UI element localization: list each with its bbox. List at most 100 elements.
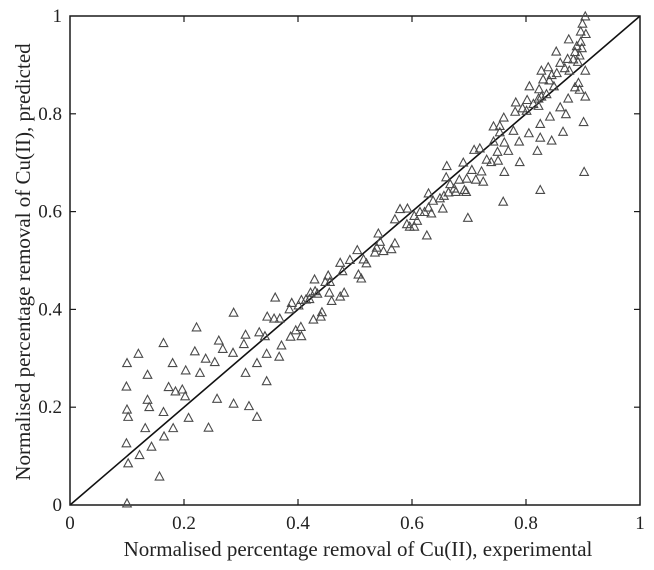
scatter-marker (251, 411, 263, 421)
scatter-marker (369, 246, 381, 257)
scatter-marker (470, 174, 482, 184)
scatter-marker (191, 321, 202, 332)
scatter-marker (461, 173, 472, 183)
scatter-marker (517, 102, 528, 113)
scatter-marker (494, 126, 506, 137)
scatter-marker (544, 74, 555, 85)
scatter-marker (312, 287, 323, 298)
scatter-marker (532, 145, 543, 155)
scatter-marker (163, 381, 174, 392)
scatter-marker (562, 92, 574, 103)
scatter-marker (551, 67, 563, 78)
scatter-marker (568, 53, 579, 64)
scatter-marker (337, 265, 348, 276)
scatter-marker (353, 268, 364, 279)
scatter-marker (535, 184, 546, 195)
scatter-marker (574, 84, 585, 94)
scatter-marker (509, 106, 521, 116)
scatter-marker (554, 57, 566, 67)
scatter-marker (373, 227, 384, 238)
scatter-marker (142, 369, 153, 379)
scatter-marker (533, 83, 545, 94)
x-tick-label: 0.8 (514, 513, 538, 534)
scatter-marker (200, 353, 211, 363)
scatter-marker (578, 166, 590, 176)
scatter-marker (394, 203, 406, 214)
y-tick-label: 1 (53, 6, 63, 27)
scatter-marker (121, 403, 133, 414)
scatter-marker (557, 126, 569, 136)
x-tick-label: 0.4 (286, 513, 310, 534)
scatter-marker (533, 100, 544, 110)
scatter-marker (459, 184, 470, 195)
scatter-marker (296, 330, 307, 341)
scatter-marker (434, 192, 446, 203)
scatter-marker (290, 324, 301, 335)
scatter-marker (560, 108, 572, 119)
scatter-marker (315, 310, 327, 321)
scatter-marker (334, 257, 346, 267)
scatter-marker (338, 287, 350, 297)
scatter-marker (144, 401, 155, 412)
scatter-marker (437, 202, 449, 213)
scatter-marker (544, 110, 556, 121)
scatter-marker (576, 42, 588, 53)
scatter-marker (563, 33, 574, 44)
scatter-marker (167, 357, 178, 368)
scatter-marker (423, 187, 434, 198)
scatter-marker (569, 46, 581, 57)
scatter-marker (154, 470, 165, 481)
scatter-marker (140, 422, 151, 433)
scatter-marker (441, 160, 452, 171)
scatter-marker (194, 367, 206, 377)
scatter-marker (409, 220, 420, 231)
scatter-marker (211, 393, 223, 403)
scatter-marker (409, 210, 420, 220)
scatter-marker (158, 337, 169, 348)
scatter-marker (458, 156, 469, 167)
scatter-marker (309, 285, 321, 296)
scatter-marker (269, 291, 281, 302)
y-tick-label: 0.6 (38, 202, 62, 223)
scatter-marker (203, 421, 214, 432)
scatter-marker (324, 287, 335, 297)
scatter-marker (577, 18, 588, 28)
scatter-marker (261, 348, 272, 358)
scatter-marker (513, 135, 525, 146)
scatter-marker (440, 171, 452, 182)
scatter-marker (499, 136, 510, 147)
scatter-marker (261, 375, 272, 386)
scatter-marker (273, 351, 285, 361)
scatter-marker (521, 105, 532, 115)
scatter-marker (572, 56, 584, 66)
scatter-marker (462, 212, 474, 222)
scatter-marker (227, 347, 239, 357)
scatter-marker (488, 135, 499, 146)
scatter-marker (374, 236, 386, 246)
scatter-marker (189, 345, 201, 356)
scatter-marker (309, 273, 320, 284)
x-tick-label: 0.2 (172, 513, 196, 534)
scatter-marker (324, 276, 336, 286)
scatter-marker (438, 190, 450, 200)
scatter-marker (514, 156, 525, 167)
scatter-marker (121, 497, 133, 508)
scatter-marker (243, 400, 255, 411)
scatter-marker (499, 166, 510, 176)
y-axis-title: Normalised percentage removal of Cu(II),… (11, 43, 35, 481)
scatter-marker (240, 367, 251, 377)
scatter-marker (378, 245, 389, 256)
scatter-marker (121, 437, 132, 448)
scatter-marker (481, 154, 492, 164)
scatter-marker (326, 295, 337, 306)
scatter-marker (524, 80, 535, 91)
scatter-marker (238, 338, 250, 349)
scatter-marker (466, 164, 478, 174)
scatter-marker (308, 313, 319, 324)
scatter-marker (494, 120, 506, 130)
y-tick-label: 0 (53, 495, 63, 516)
scatter-marker (179, 390, 191, 401)
scatter-marker (574, 49, 585, 60)
scatter-marker (183, 412, 194, 422)
scatter-marker (492, 154, 504, 165)
